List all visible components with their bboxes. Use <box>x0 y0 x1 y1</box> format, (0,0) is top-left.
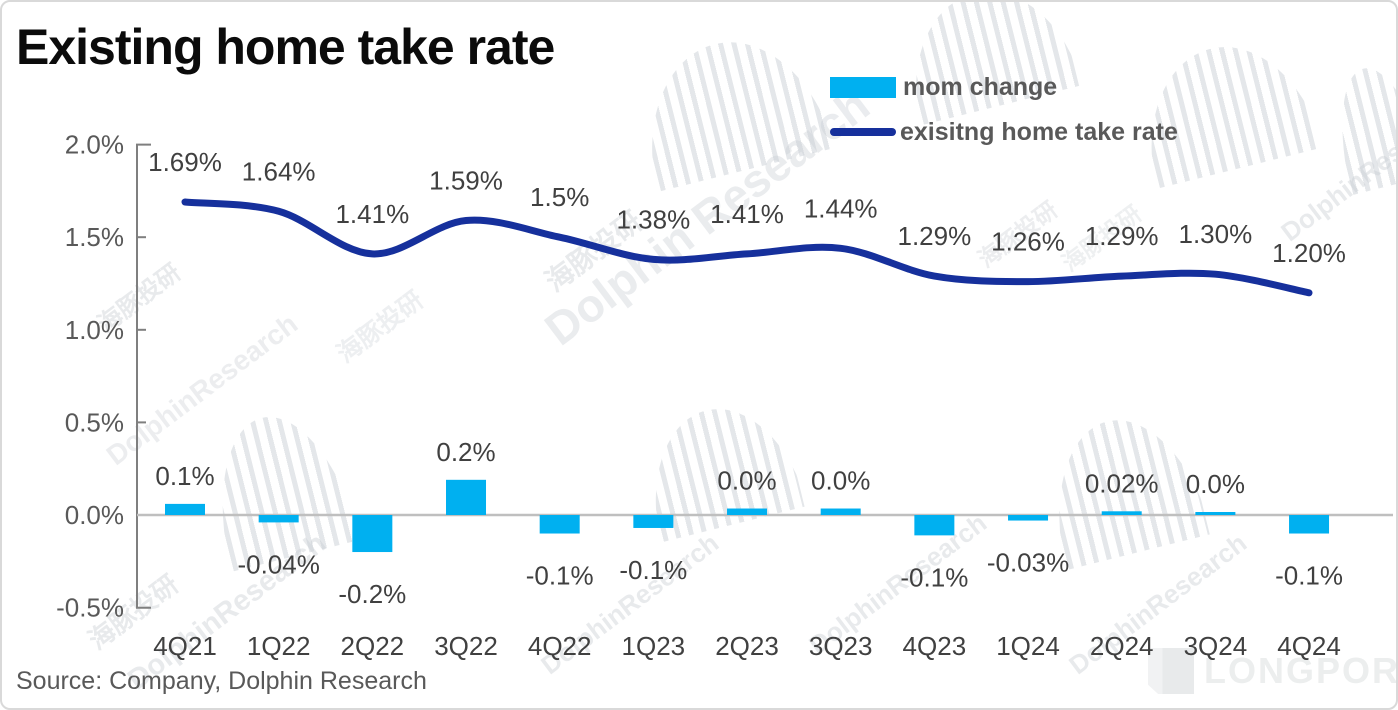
bar-4Q24 <box>1289 515 1330 534</box>
legend-label: mom change <box>903 72 1058 101</box>
line-swatch-icon <box>830 128 896 136</box>
bar-label-4Q22: -0.1% <box>526 561 594 591</box>
line-label-3Q24: 1.30% <box>1179 219 1253 249</box>
longport-logo-icon <box>1148 648 1194 694</box>
y-tick-label: -0.5% <box>56 593 124 623</box>
bar-1Q23 <box>633 515 674 528</box>
legend-item-mom-change: mom change <box>830 72 1178 102</box>
line-label-4Q22: 1.5% <box>530 182 589 212</box>
line-label-3Q22: 1.59% <box>429 166 503 196</box>
line-label-3Q23: 1.44% <box>804 193 878 223</box>
x-tick-label-4Q22: 4Q22 <box>528 631 592 661</box>
line-label-4Q23: 1.29% <box>897 221 971 251</box>
x-tick-label-2Q24: 2Q24 <box>1090 631 1154 661</box>
bar-label-1Q22: -0.04% <box>237 549 319 579</box>
bar-2Q23 <box>727 508 768 515</box>
bar-2Q22 <box>352 515 393 553</box>
line-label-4Q24: 1.20% <box>1272 238 1346 268</box>
take-rate-line <box>181 198 1313 297</box>
bar-label-3Q22: 0.2% <box>436 437 495 467</box>
source-note: Source: Company, Dolphin Research <box>16 667 427 695</box>
bar-label-1Q24: -0.03% <box>987 548 1069 578</box>
longport-brand: LONGPORT <box>1148 648 1398 694</box>
bar-label-1Q23: -0.1% <box>619 555 687 585</box>
bar-label-2Q22: -0.2% <box>338 579 406 609</box>
bar-2Q24 <box>1101 511 1142 515</box>
x-tick-label-3Q24: 3Q24 <box>1184 631 1248 661</box>
x-tick-label-1Q22: 1Q22 <box>247 631 311 661</box>
line-label-1Q24: 1.26% <box>991 227 1065 257</box>
bar-label-3Q23: 0.0% <box>811 466 870 496</box>
line-label-1Q23: 1.38% <box>616 204 690 234</box>
y-tick-label: 2.0% <box>65 130 124 160</box>
x-tick-label-2Q22: 2Q22 <box>341 631 405 661</box>
x-tick-label-3Q23: 3Q23 <box>809 631 873 661</box>
y-tick-label: 0.0% <box>65 500 124 530</box>
x-tick-label-4Q21: 4Q21 <box>153 631 217 661</box>
x-tick-label-4Q24: 4Q24 <box>1277 631 1341 661</box>
x-tick-label-4Q23: 4Q23 <box>903 631 967 661</box>
bar-3Q23 <box>820 508 861 515</box>
legend-label: exisitng home take rate <box>900 117 1178 146</box>
chart-title: Existing home take rate <box>16 19 555 75</box>
x-tick-label-3Q22: 3Q22 <box>434 631 498 661</box>
y-tick-label: 0.5% <box>65 407 124 437</box>
bar-label-4Q21: 0.1% <box>155 461 214 491</box>
line-label-1Q22: 1.64% <box>242 156 316 186</box>
x-tick-label-1Q23: 1Q23 <box>622 631 686 661</box>
bar-label-2Q24: 0.02% <box>1085 468 1159 498</box>
y-tick-label: 1.0% <box>65 315 124 345</box>
bar-swatch-icon <box>830 76 896 98</box>
bar-label-4Q24: -0.1% <box>1275 561 1343 591</box>
bar-label-2Q23: 0.0% <box>717 466 776 496</box>
line-label-2Q24: 1.29% <box>1085 221 1159 251</box>
line-label-2Q23: 1.41% <box>710 199 784 229</box>
bar-4Q23 <box>914 515 955 536</box>
x-tick-label-2Q23: 2Q23 <box>715 631 779 661</box>
bar-label-3Q24: 0.0% <box>1186 469 1245 499</box>
line-label-4Q21: 1.69% <box>148 147 222 177</box>
bar-3Q22 <box>446 479 487 515</box>
y-tick-label: 1.5% <box>65 222 124 252</box>
longport-logo-text: LONGPORT <box>1204 650 1398 691</box>
x-tick-label-1Q24: 1Q24 <box>996 631 1060 661</box>
y-axis <box>136 143 151 609</box>
bar-4Q22 <box>539 515 580 534</box>
bar-3Q24 <box>1195 512 1236 515</box>
legend-item-take-rate: exisitng home take rate <box>830 117 1178 147</box>
bar-1Q22 <box>258 515 299 523</box>
legend: mom change exisitng home take rate <box>830 72 1178 162</box>
bar-4Q21 <box>165 503 205 515</box>
bar-1Q24 <box>1008 515 1049 521</box>
bar-label-4Q23: -0.1% <box>900 562 968 592</box>
line-label-2Q22: 1.41% <box>335 199 409 229</box>
